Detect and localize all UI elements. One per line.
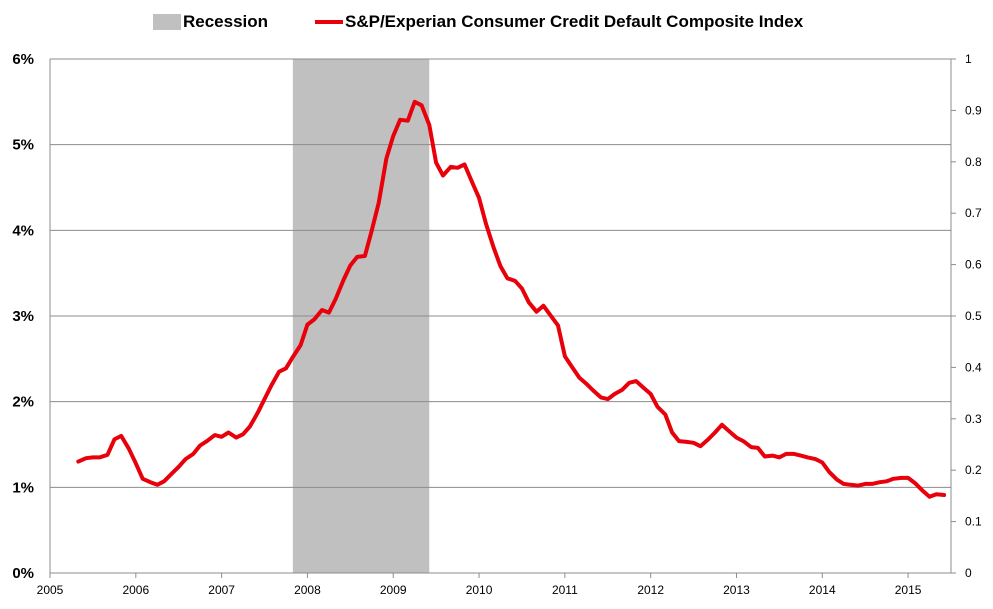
y-tick-label-left: 4% [12, 222, 34, 239]
x-tick-label: 2010 [466, 583, 493, 597]
recession-swatch [153, 14, 181, 30]
y-tick-label-right: 0.8 [965, 155, 982, 169]
y-tick-label-right: 0.1 [965, 515, 982, 529]
x-tick-label: 2014 [809, 583, 836, 597]
legend-item-index: S&P/Experian Consumer Credit Default Com… [315, 12, 803, 32]
legend-item-recession: Recession [153, 12, 268, 32]
x-tick-label: 2007 [208, 583, 235, 597]
x-tick-label: 2005 [37, 583, 64, 597]
x-tick-label: 2012 [637, 583, 664, 597]
y-tick-label-left: 5% [12, 137, 34, 154]
legend-label-recession: Recession [183, 12, 269, 31]
y-tick-label-left: 1% [12, 479, 34, 496]
x-tick-label: 2013 [723, 583, 750, 597]
y-tick-label-right: 0.3 [965, 412, 982, 426]
x-tick-label: 2008 [294, 583, 321, 597]
y-tick-label-left: 0% [12, 565, 34, 582]
x-tick-label: 2015 [895, 583, 922, 597]
y-tick-label-left: 6% [12, 51, 34, 68]
y-tick-label-left: 2% [12, 394, 34, 411]
y-tick-label-right: 0.5 [965, 309, 982, 323]
legend: Recession S&P/Experian Consumer Credit D… [0, 12, 993, 38]
y-tick-label-right: 0.9 [965, 103, 982, 117]
y-tick-label-right: 0 [965, 566, 972, 580]
x-tick-label: 2009 [380, 583, 407, 597]
series-swatch [315, 20, 343, 24]
y-tick-label-left: 3% [12, 308, 34, 325]
y-tick-label-right: 0.2 [965, 463, 982, 477]
y-tick-label-right: 0.4 [965, 360, 982, 374]
y-tick-label-right: 1 [965, 52, 972, 66]
legend-label-index: S&P/Experian Consumer Credit Default Com… [345, 12, 804, 31]
x-tick-label: 2006 [122, 583, 149, 597]
y-tick-label-right: 0.7 [965, 206, 982, 220]
x-tick-label: 2011 [552, 583, 578, 597]
y-tick-label-right: 0.6 [965, 258, 982, 272]
series-line-default-index [76, 99, 947, 499]
